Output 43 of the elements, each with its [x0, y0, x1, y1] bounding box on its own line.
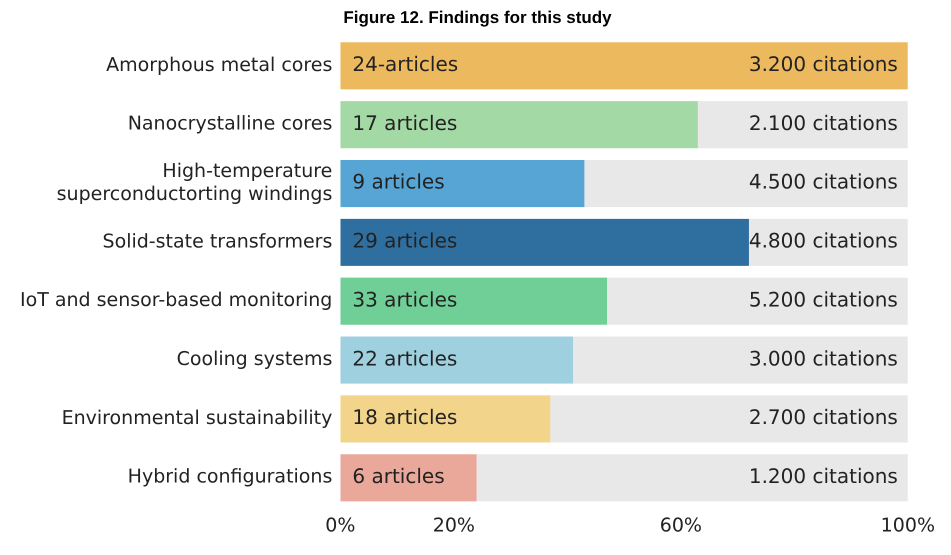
x-tick-label: 60% — [660, 514, 702, 537]
y-tick-label: Cooling systems — [176, 348, 332, 370]
bar — [550, 395, 908, 442]
annotation: 24-articles — [352, 52, 458, 76]
bar — [340, 101, 698, 148]
annotation: 2.100 citations — [748, 110, 898, 135]
bar — [340, 42, 908, 90]
bar — [340, 278, 608, 325]
annotation: 33 articles — [352, 287, 458, 312]
bar — [340, 160, 584, 208]
chart-title: Figure 12. Findings for this study — [343, 8, 612, 27]
annotation: 17 articles — [352, 110, 458, 135]
x-tick-label: 20% — [432, 514, 475, 537]
y-tick-label: High-temperature superconductorting windings — [56, 160, 332, 205]
annotation: 22 articles — [352, 346, 458, 370]
annotation: 2.700 citations — [748, 405, 898, 430]
annotation: 1.200 citations — [748, 464, 898, 488]
annotation: 4.500 citations — [748, 170, 898, 194]
annotation: 3.000 citations — [748, 346, 898, 370]
annotation: 29 articles — [352, 228, 458, 253]
y-tick-label: Solid-state transformers — [102, 230, 332, 252]
y-tick-label: Hybrid configurations — [128, 466, 332, 488]
bar — [340, 336, 574, 384]
bar — [698, 101, 908, 148]
annotation: 6 articles — [352, 464, 445, 488]
bar — [340, 395, 550, 442]
y-tick-label: IoT and sensor-based monitoring — [20, 289, 332, 312]
bar — [607, 278, 908, 325]
x-tick-label: 100% — [880, 514, 936, 537]
x-tick-label: 0% — [325, 514, 356, 537]
annotation: 18 articles — [352, 405, 458, 430]
annotation: 9 articles — [352, 170, 445, 194]
bar — [340, 454, 477, 502]
bar — [476, 454, 908, 502]
bar — [340, 218, 749, 266]
bar — [573, 336, 908, 384]
y-tick-label: Amorphous metal cores — [106, 54, 332, 76]
annotation: 3.200 citations — [748, 52, 898, 76]
annotation: 5.200 citations — [748, 287, 898, 312]
bar — [584, 160, 908, 208]
y-tick-label: Nanocrystalline cores — [128, 112, 332, 135]
annotation: 4.800 citations — [748, 228, 898, 253]
y-tick-label: Environmental sustainability — [62, 406, 332, 429]
